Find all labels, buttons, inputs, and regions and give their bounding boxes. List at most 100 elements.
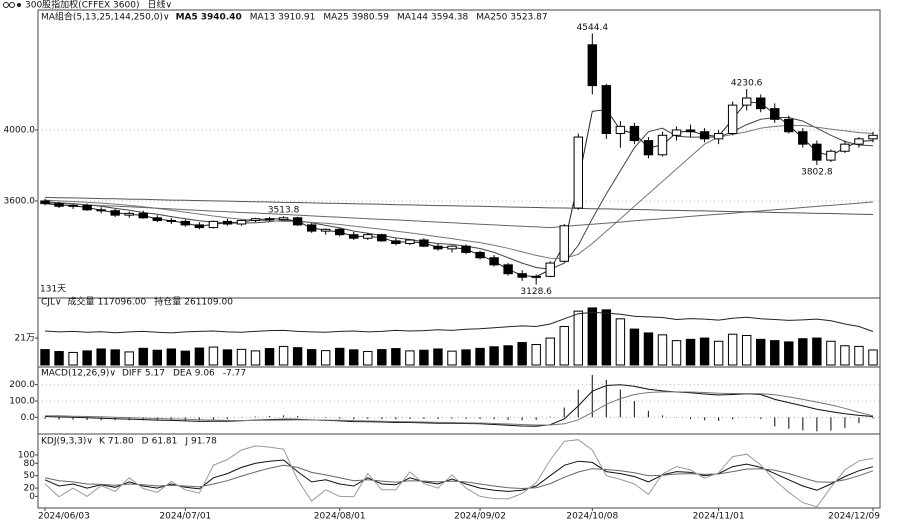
candle-body xyxy=(208,220,219,229)
volume-bar xyxy=(643,332,654,366)
plot-area xyxy=(44,439,874,508)
legend-value: 91.78 xyxy=(191,437,217,447)
legend-name: 持仓量 xyxy=(154,296,181,308)
candle-body xyxy=(124,212,134,216)
candle-body xyxy=(770,108,780,120)
y-tick-label: 3600.0 xyxy=(4,196,36,206)
annotation: 4230.6 xyxy=(731,79,763,89)
legend-value: 261109.00 xyxy=(184,298,233,308)
y-tick-label: 0.0 xyxy=(21,413,36,423)
volume-bar xyxy=(320,350,331,366)
volume-bar xyxy=(405,350,415,366)
legend-name: MA25 xyxy=(323,13,348,23)
legend-name: J xyxy=(184,437,188,447)
volume-bar xyxy=(278,345,289,366)
candle-body xyxy=(756,97,766,110)
volume-bar xyxy=(152,349,162,366)
volume-bar xyxy=(222,349,233,366)
candle-body xyxy=(503,264,513,275)
volume-bar xyxy=(250,350,261,366)
ma-line xyxy=(44,196,874,215)
volume-bar xyxy=(868,349,878,366)
x-tick-label: 2024/10/08 xyxy=(566,512,618,522)
volume-bar xyxy=(475,347,485,366)
icon xyxy=(9,2,15,8)
candle-body xyxy=(461,245,471,253)
candle-body xyxy=(292,217,303,226)
volume-bar xyxy=(826,340,836,366)
legend-name: MA13 xyxy=(250,13,275,23)
legend-name: DIFF xyxy=(122,369,142,379)
volume-bar xyxy=(517,342,527,366)
candle-body xyxy=(643,140,654,156)
annotation: 3128.6 xyxy=(520,287,552,297)
candle-body xyxy=(152,217,162,221)
volume-bar xyxy=(699,337,710,366)
plot-area xyxy=(38,374,880,432)
kdj-line xyxy=(44,439,874,508)
legend-value: 9.06 xyxy=(195,369,215,379)
candle-body xyxy=(96,209,106,212)
candle-body xyxy=(363,234,373,239)
candle-body xyxy=(320,228,331,232)
candle-body xyxy=(685,129,696,133)
x-tick-label: 2024/09/02 xyxy=(454,512,506,522)
volume-bar xyxy=(264,348,275,366)
candle-body xyxy=(222,220,233,225)
volume-bar xyxy=(840,345,850,366)
legend-name: K xyxy=(99,437,106,447)
plot-area xyxy=(40,307,878,366)
volume-bar xyxy=(587,307,598,366)
legend-value: -7.77 xyxy=(223,369,246,379)
volume-bar xyxy=(531,343,541,366)
macd-line xyxy=(44,391,874,426)
volume-bar xyxy=(798,338,808,366)
volume-bar xyxy=(601,309,612,366)
candle-body xyxy=(194,224,205,229)
legend-name: MA250 xyxy=(476,13,507,23)
candle-body xyxy=(573,136,583,209)
candle-body xyxy=(615,125,626,135)
y-tick-label: 21万 xyxy=(15,334,35,344)
volume-bar xyxy=(194,347,205,366)
legend-value: 3523.87 xyxy=(510,13,547,23)
volume-bar xyxy=(489,346,499,366)
candle-body xyxy=(433,245,443,250)
candle-body xyxy=(82,204,92,211)
y-tick-label: 80 xyxy=(24,459,36,469)
candle-body xyxy=(489,257,499,266)
y-tick-label: 50 xyxy=(24,471,36,481)
panel-frame xyxy=(37,433,881,509)
legend-value: 3594.38 xyxy=(431,13,468,23)
volume-bar xyxy=(180,350,191,366)
volume-bar xyxy=(503,345,513,366)
volume-bar xyxy=(124,351,134,366)
indicator: CJL∨ xyxy=(41,298,62,308)
candle-body xyxy=(826,150,836,161)
candle-body xyxy=(629,125,640,142)
volume-bar xyxy=(54,351,64,366)
candle-body xyxy=(784,118,794,133)
candle-body xyxy=(601,85,612,135)
legend-value: 3910.91 xyxy=(278,13,315,23)
volume-bar xyxy=(756,338,766,366)
y-tick-label: 4000.0 xyxy=(4,125,36,135)
candle-body xyxy=(40,200,50,205)
annotation: 4544.4 xyxy=(577,23,609,33)
candle-body xyxy=(587,44,598,87)
volume-bar xyxy=(770,340,780,366)
x-tick-label: 2024/07/01 xyxy=(159,512,211,522)
candle-body xyxy=(250,218,261,221)
legend-name: 成交量 xyxy=(68,296,95,308)
candle-body xyxy=(335,228,345,236)
candle-body xyxy=(475,251,485,259)
candle-body xyxy=(110,210,120,216)
interval[interactable]: 日线∨ xyxy=(147,0,172,11)
legend-name: DEA xyxy=(173,369,193,379)
candle-body xyxy=(447,245,457,250)
annotation: 3513.8 xyxy=(268,206,300,216)
candle-body xyxy=(531,275,541,278)
volume-bar xyxy=(559,326,569,366)
volume-bar xyxy=(391,348,401,366)
